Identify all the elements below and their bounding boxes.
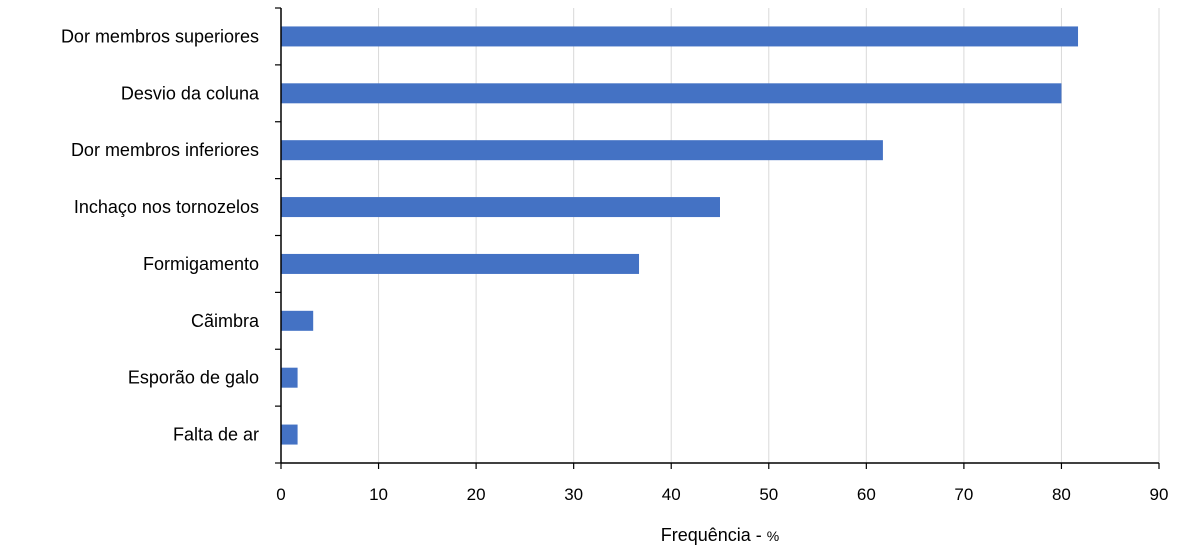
category-label: Cãimbra [191,311,260,331]
category-labels: Dor membros superiores Desvio da coluna Do… [61,26,260,444]
x-tick-label: 70 [954,485,973,504]
bar [281,253,640,274]
x-tick-label: 50 [759,485,778,504]
bar [281,367,298,388]
category-label: Dor membros inferiores [71,140,259,160]
bar [281,424,298,445]
category-label: Esporão de galo [128,368,259,388]
category-label: Falta de ar [173,425,259,445]
category-label: Inchaço nos tornozelos [74,197,259,217]
bar [281,140,883,161]
x-tick-label: 80 [1052,485,1071,504]
x-tick-labels: 0 10 20 30 40 50 60 70 80 90 [276,485,1168,504]
x-tick-label: 90 [1150,485,1169,504]
x-tick-label: 30 [564,485,583,504]
x-axis-unit: % [767,528,779,544]
bars [281,26,1079,445]
x-axis-title-text: Frequência - [661,525,767,545]
x-tick-label: 20 [467,485,486,504]
bar [281,26,1079,47]
category-label: Dor membros superiores [61,26,259,46]
category-label: Formigamento [143,254,259,274]
x-tick-label: 40 [662,485,681,504]
x-tick-label: 10 [369,485,388,504]
axes [275,7,1160,469]
category-label: Desvio da coluna [121,83,260,103]
bar [281,197,720,218]
bar [281,310,314,331]
gridlines [378,8,1160,463]
x-axis-title: Frequência - % [661,525,780,545]
bar [281,83,1062,104]
x-tick-label: 0 [276,485,285,504]
x-tick-label: 60 [857,485,876,504]
